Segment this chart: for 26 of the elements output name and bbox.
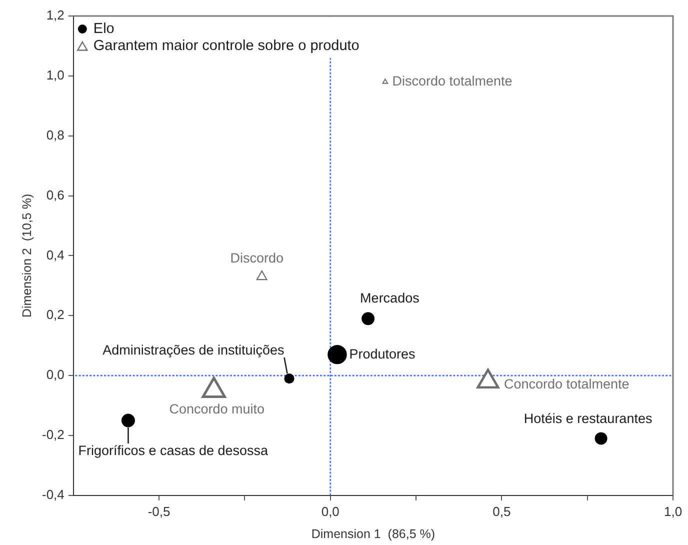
x-tick-label: 1,0 <box>664 504 682 519</box>
x-tick-label: 0,5 <box>492 504 511 519</box>
annotation: Administrações de instituições <box>102 342 284 358</box>
y-axis-title: Dimension 2 (10,5 %) <box>20 194 34 318</box>
annotation: Discordo totalmente <box>392 74 512 89</box>
y-tick-label: -0,4 <box>42 486 64 502</box>
y-tick-label: 1,2 <box>46 8 64 23</box>
y-tick-label: 0,4 <box>46 247 64 262</box>
y-tick-label: 0,0 <box>46 367 64 382</box>
x-axis-title: Dimension 1 (86,5 %) <box>311 526 436 541</box>
y-tick-label: 0,8 <box>46 127 64 142</box>
x-tick-label: 0,0 <box>321 504 340 519</box>
x-tick-label: -0,5 <box>148 504 170 519</box>
annotation: Discordo <box>230 250 284 266</box>
y-tick-label: 1,0 <box>46 68 64 83</box>
annotation: Frigoríficos e casas de desossa <box>78 443 269 458</box>
legend-label: Elo <box>93 21 114 37</box>
annotation: Mercados <box>360 290 420 306</box>
y-tick-label: 0,6 <box>46 187 64 202</box>
y-tick-label: -0,2 <box>42 427 64 442</box>
legend-label: Garantem maior controle sobre o produto <box>93 38 360 54</box>
annotation: Produtores <box>349 346 416 362</box>
annotation: Hotéis e restaurantes <box>524 411 652 426</box>
y-tick-label: 0,2 <box>46 307 64 322</box>
annotation: Concordo totalmente <box>504 376 630 392</box>
annotation: Concordo muito <box>169 401 265 416</box>
